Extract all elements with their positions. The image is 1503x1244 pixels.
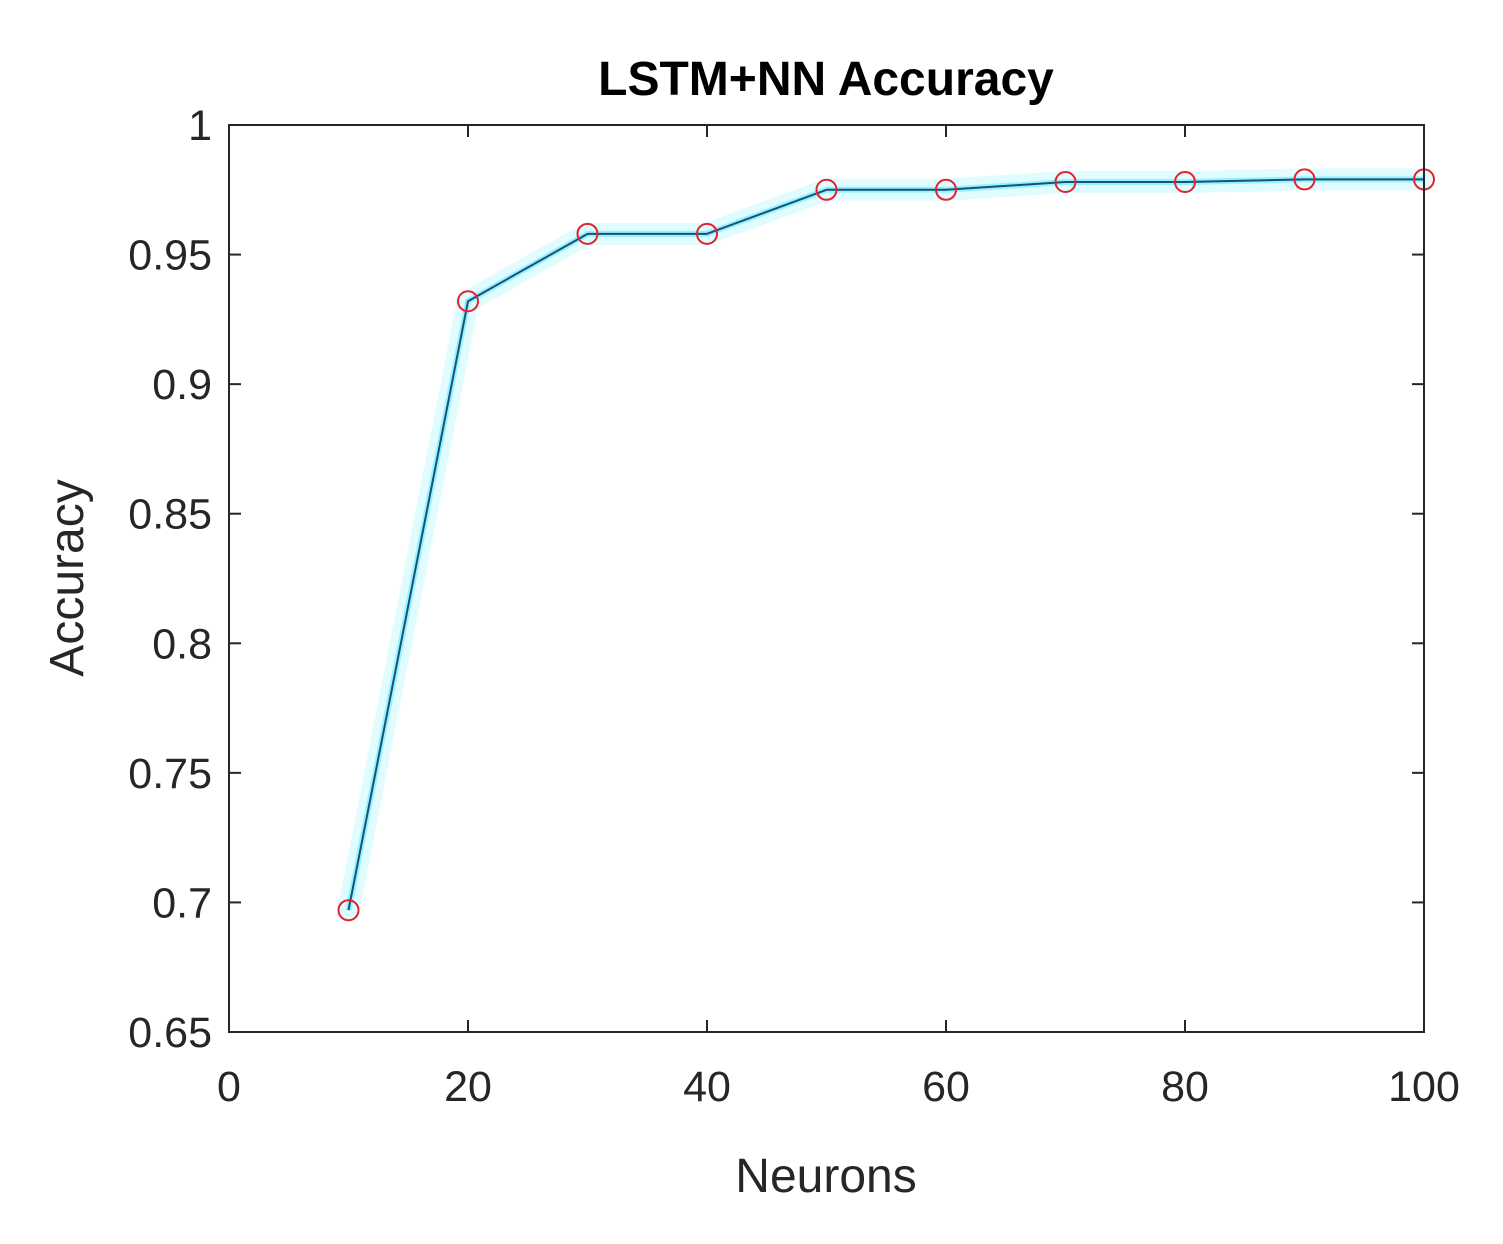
y-tick-label: 1	[188, 102, 212, 150]
data-point-marker	[457, 290, 479, 313]
data-point-marker	[337, 899, 360, 922]
y-tick-label: 0.65	[128, 1009, 212, 1057]
data-point-marker	[1293, 168, 1316, 191]
x-tick-label: 20	[444, 1063, 492, 1111]
data-point-marker	[1054, 171, 1077, 194]
x-tick-label: 60	[922, 1063, 970, 1111]
y-tick-label: 0.75	[128, 750, 212, 798]
x-axis-label: Neurons	[735, 1150, 916, 1203]
axes-frame	[228, 124, 1425, 1033]
x-axis-ticks: 0 20 40 60 80 100	[217, 125, 1460, 1111]
data-point-marker	[1174, 171, 1196, 194]
y-tick-label: 0.95	[128, 232, 212, 280]
y-tick-label: 0.8	[152, 620, 212, 668]
series-line-glow	[337, 168, 1435, 922]
y-axis-label: Accuracy	[41, 479, 94, 676]
data-point-marker	[576, 222, 599, 245]
y-tick-label: 0.7	[152, 879, 212, 927]
plot-area: 0 20 40 60 80 100 0.65 0.7 0.75 0.8 0.85 0.9 0.95 1	[128, 102, 1460, 1111]
x-tick-label: 0	[217, 1063, 241, 1111]
data-point-marker	[696, 222, 718, 245]
data-point-marker	[935, 178, 957, 201]
x-tick-label: 100	[1388, 1063, 1460, 1111]
x-tick-label: 80	[1161, 1063, 1209, 1111]
x-tick-label: 40	[683, 1063, 731, 1111]
data-point-marker	[815, 178, 838, 201]
y-tick-label: 0.9	[152, 361, 212, 409]
y-axis-ticks: 0.65 0.7 0.75 0.8 0.85 0.9 0.95 1	[128, 102, 1424, 1057]
series-layer	[337, 168, 1435, 922]
chart-title: LSTM+NN Accuracy	[598, 53, 1054, 106]
y-tick-label: 0.85	[128, 491, 212, 539]
series-line	[347, 178, 1424, 911]
